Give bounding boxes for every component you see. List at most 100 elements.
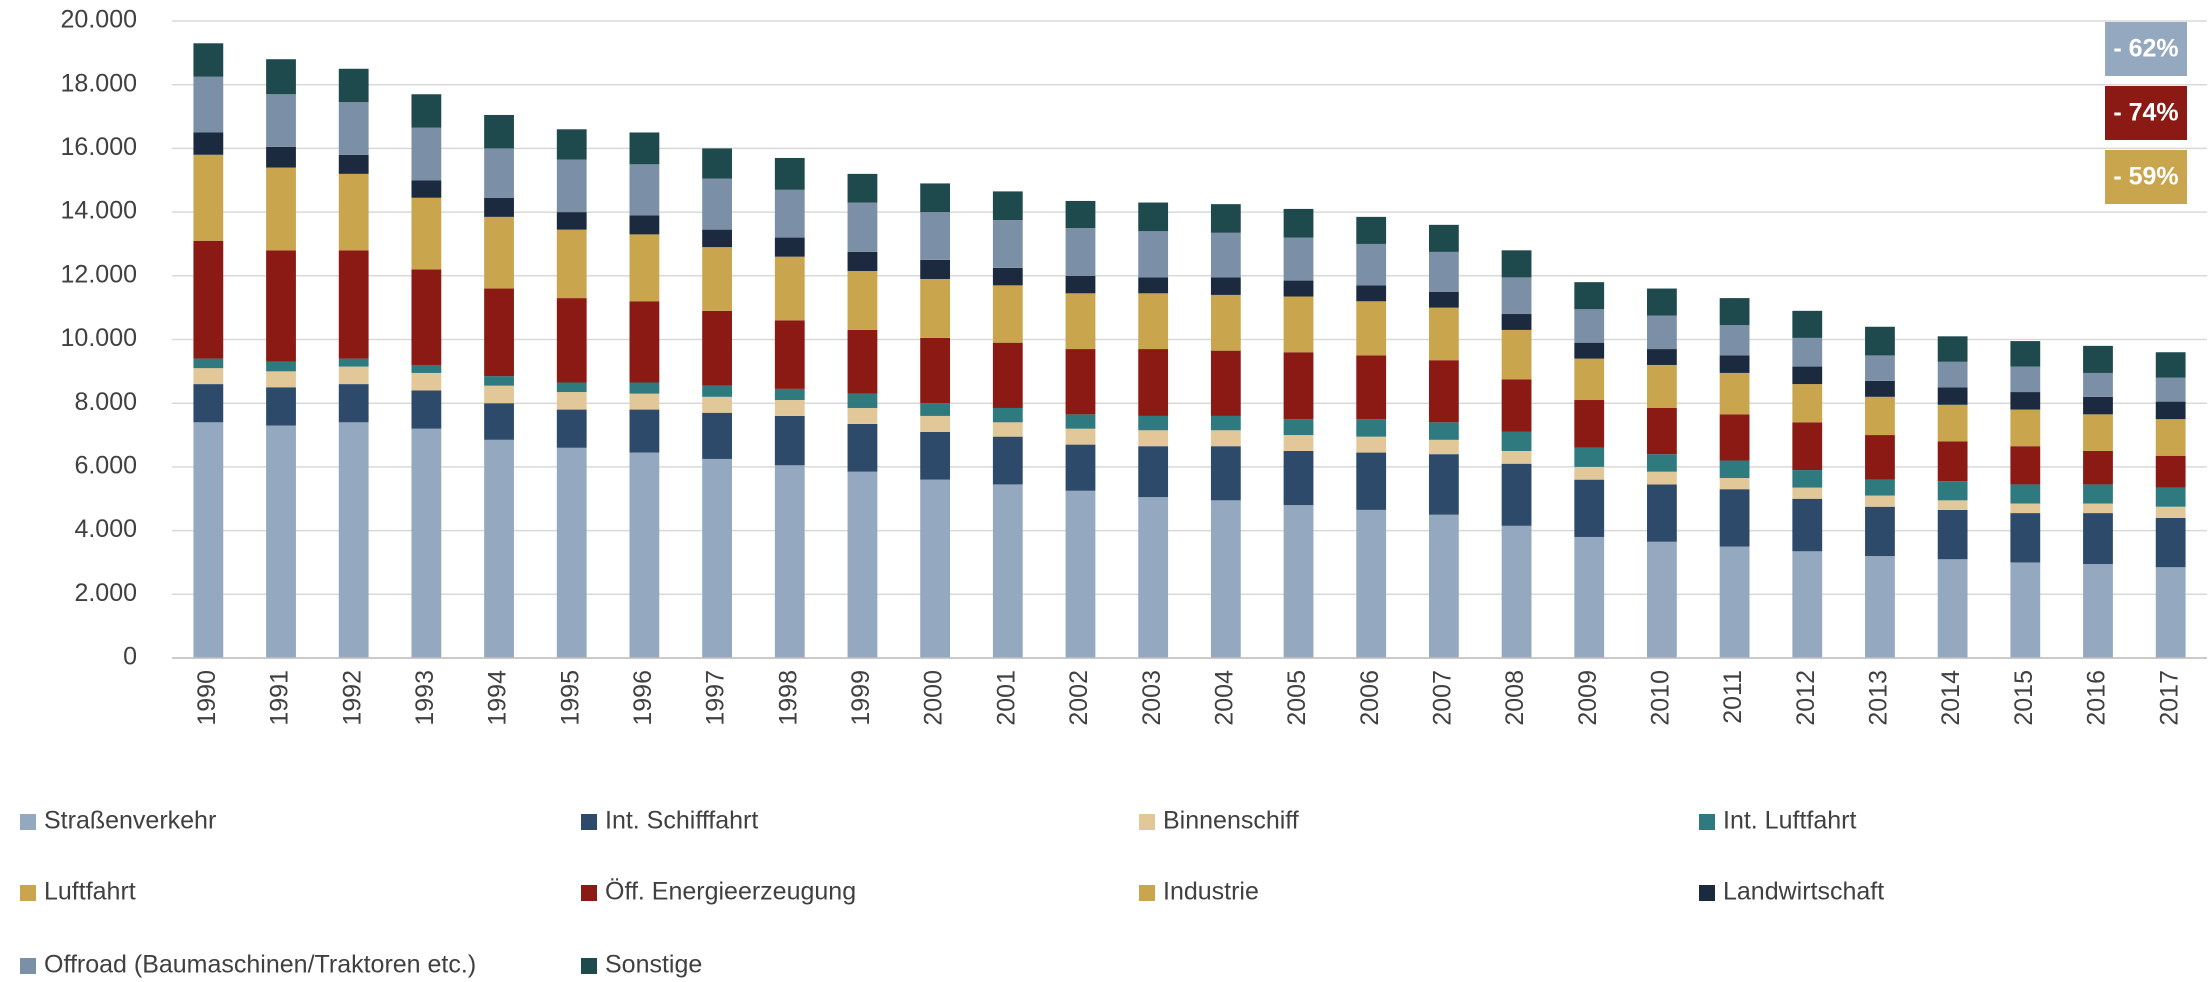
annotation-text: - 74%	[2113, 99, 2178, 127]
bar-segment	[2083, 396, 2113, 415]
bar-segment	[1647, 349, 1677, 365]
annotation-box	[2105, 22, 2187, 76]
bar-segment	[1792, 470, 1823, 488]
bar-segment	[1356, 243, 1387, 286]
bar-segment	[1428, 360, 1459, 423]
annotation-box	[2105, 150, 2187, 204]
bar-segment	[556, 382, 587, 393]
bar-segment	[1356, 355, 1387, 420]
bar-segment	[2155, 517, 2186, 568]
bar-segment	[1792, 498, 1823, 552]
bar-segment	[266, 94, 296, 147]
bar-segment	[484, 114, 514, 149]
bar-segment	[1574, 309, 1605, 343]
bar-segment	[1501, 250, 1532, 278]
bar-segment	[847, 202, 878, 252]
bar-segment	[1356, 452, 1387, 510]
bar-segment	[1356, 419, 1387, 437]
bar-segment	[920, 431, 951, 480]
bar-segment	[2083, 414, 2113, 451]
bar-segment	[1937, 481, 1968, 501]
bar-segment	[1865, 506, 1895, 557]
bar-segment	[1283, 352, 1314, 420]
bar-segment	[1501, 431, 1532, 451]
bar-segment	[1574, 479, 1605, 537]
bar-segment	[1647, 407, 1677, 455]
bar-segment	[338, 358, 369, 367]
x-tick-label: 1995	[556, 670, 584, 726]
legend-swatch	[20, 885, 36, 901]
y-tick-label: 6.000	[74, 452, 137, 480]
bar-segment	[2083, 503, 2113, 514]
bar-segment	[1065, 200, 1096, 229]
x-tick-label: 2013	[1865, 670, 1893, 726]
bar-segment	[1865, 396, 1895, 436]
y-tick-label: 0	[123, 643, 137, 671]
bar-segment	[556, 447, 587, 658]
bar-segment	[1138, 497, 1169, 658]
x-tick-label: 2017	[2155, 670, 2183, 726]
bar-segment	[338, 102, 369, 155]
bar-segment	[1210, 350, 1241, 416]
bar-segment	[1647, 541, 1677, 658]
bar-segment	[1428, 514, 1459, 658]
bar-segment	[266, 59, 296, 95]
bar-segment	[1356, 285, 1387, 302]
bar-segment	[1138, 415, 1169, 431]
bar-segment	[1865, 435, 1895, 480]
bar-segment	[1574, 400, 1605, 448]
bar-segment	[193, 43, 224, 77]
bar-segment	[193, 368, 224, 385]
bar-segment	[266, 250, 296, 362]
bar-segment	[556, 392, 587, 410]
bar-segment	[1210, 500, 1241, 658]
bar-segment	[1428, 422, 1459, 440]
legend-label: Offroad (Baumaschinen/Traktoren etc.)	[44, 951, 476, 979]
bar-segment	[1719, 414, 1750, 461]
legend-label: Luftfahrt	[44, 878, 136, 906]
bar-segment	[411, 428, 442, 658]
x-tick-label: 1991	[266, 670, 294, 726]
legend-swatch	[1139, 814, 1155, 830]
legend-label: Öff. Energieerzeugung	[605, 878, 856, 906]
bar-segment	[1065, 428, 1096, 445]
legend-label: Int. Schifffahrt	[605, 807, 758, 835]
bar-segment	[1865, 479, 1895, 496]
bar-segment	[1865, 380, 1895, 397]
bar-segment	[411, 269, 442, 365]
y-tick-label: 14.000	[61, 197, 137, 225]
x-tick-label: 2009	[1574, 670, 1602, 726]
legend-swatch	[581, 814, 597, 830]
x-tick-label: 2006	[1356, 670, 1384, 726]
bar-segment	[2010, 392, 2041, 410]
bar-segment	[920, 479, 951, 658]
bar-segment	[1719, 489, 1750, 547]
bar-segment	[920, 212, 951, 260]
bar-segment	[193, 422, 224, 658]
bar-segment	[1283, 296, 1314, 353]
bar-segment	[1210, 277, 1241, 295]
bar-segment	[1138, 231, 1169, 278]
bar-segment	[1065, 349, 1096, 415]
bar-segment	[1138, 293, 1169, 350]
legend-label: Binnenschiff	[1163, 807, 1299, 835]
bar-segment	[556, 159, 587, 213]
x-tick-label: 1990	[193, 670, 221, 726]
bar-segment	[411, 197, 442, 270]
bar-segment	[992, 267, 1023, 286]
bar-segment	[2155, 567, 2186, 658]
legend-swatch	[1699, 885, 1715, 901]
bar-segment	[992, 191, 1023, 221]
annotation-text: - 59%	[2113, 163, 2178, 191]
bar-segment	[484, 439, 514, 658]
bar-segment	[1574, 466, 1605, 480]
y-tick-label: 12.000	[61, 260, 137, 288]
bar-segment	[2083, 450, 2113, 485]
bar-segment	[1719, 460, 1750, 479]
bar-segment	[1283, 208, 1314, 238]
bar-segment	[702, 178, 732, 230]
bar-segment	[2155, 401, 2186, 420]
bar-segment	[411, 127, 442, 181]
bar-segment	[1428, 454, 1459, 515]
x-tick-label: 2016	[2083, 670, 2111, 726]
